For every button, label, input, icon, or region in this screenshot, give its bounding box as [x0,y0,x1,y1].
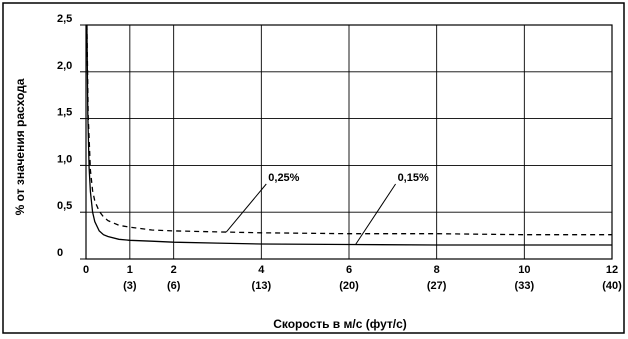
annotation-leader-0 [225,183,267,233]
x-tick-label: 6 [346,264,352,276]
x-tick-label: 8 [434,264,440,276]
series-line-1 [86,24,612,246]
plot-border [85,24,613,260]
chart-frame: 0 0,5 1,0 1,5 2,0 2,5 0 1 (3) 2 (6) 4 (13) 6 (20) 8 (27)… [2,2,625,334]
x-tick-label: 1 [127,264,133,276]
annotation-leader-1 [355,183,396,245]
axis-layer [85,24,613,260]
series-line-0 [86,24,612,236]
y-tick-label: 2,0 [57,60,72,72]
grid-layer [86,24,613,259]
x-tick-sublabel: (40) [602,280,622,292]
annotation-layer: 0,25% 0,15% [225,172,429,245]
tick-layer: 0 0,5 1,0 1,5 2,0 2,5 0 1 (3) 2 (6) 4 (13) 6 (20) 8 (27)… [57,13,622,292]
y-tick-label: 1,0 [57,153,72,165]
y-tick-label: 1,5 [57,107,72,119]
x-tick-sublabel: (13) [252,280,272,292]
x-axis-title: Скорость в м/с (фут/с) [273,317,407,331]
x-tick-sublabel: (33) [515,280,535,292]
series-layer [86,24,612,246]
x-tick-label: 2 [171,264,177,276]
x-tick-label: 10 [518,264,530,276]
y-tick-label: 0,5 [57,200,72,212]
x-tick-sublabel: (20) [339,280,359,292]
x-tick-label: 4 [258,264,265,276]
x-tick-sublabel: (3) [123,280,137,292]
y-axis-title: % от значения расхода [13,78,27,215]
x-tick-label: 0 [83,264,89,276]
outer-border [2,2,625,334]
annotation-label-1: 0,15% [398,172,429,184]
y-tick-label: 0 [57,247,63,259]
chart-svg: 0 0,5 1,0 1,5 2,0 2,5 0 1 (3) 2 (6) 4 (13) 6 (20) 8 (27)… [2,2,625,334]
x-tick-sublabel: (27) [427,280,447,292]
x-tick-label: 12 [606,264,618,276]
y-tick-label: 2,5 [57,13,72,25]
x-tick-sublabel: (6) [167,280,181,292]
annotation-label-0: 0,25% [268,172,299,184]
